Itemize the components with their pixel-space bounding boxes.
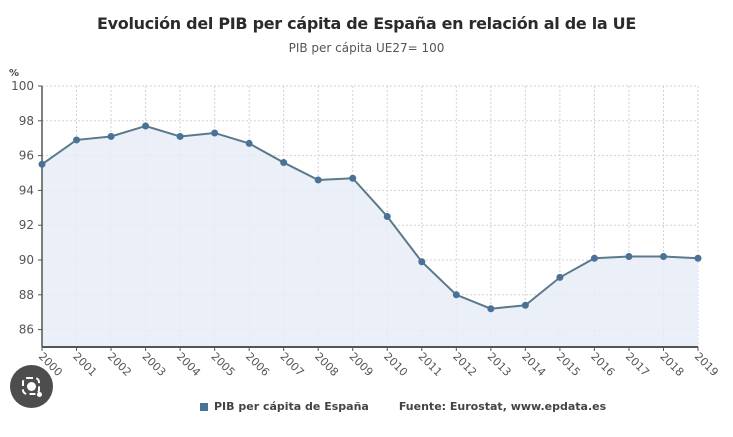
y-tick-label: 98	[19, 114, 34, 128]
x-tick-label: 2009	[347, 350, 376, 379]
data-point	[383, 213, 391, 220]
lens-icon-center	[27, 382, 36, 391]
x-tick-label: 2018	[657, 350, 686, 379]
data-point	[418, 258, 426, 266]
x-axis: 2000 2001 2002 2003 2004 2005 2006 2007 2008 2009…	[36, 346, 721, 379]
series-area	[42, 126, 698, 348]
y-axis: 86 88 90 92 94 96 98 100	[11, 79, 43, 347]
chart-subtitle: PIB per cápita UE27= 100	[288, 41, 445, 55]
data-point	[176, 132, 184, 140]
image-search-button[interactable]	[10, 365, 53, 408]
series-line	[41, 124, 699, 310]
y-tick-label: 92	[19, 218, 34, 232]
data-point	[556, 273, 564, 281]
data-point	[625, 253, 633, 261]
data-point	[487, 305, 495, 313]
data-point	[349, 174, 357, 182]
data-point	[38, 160, 46, 168]
x-tick-label: 2001	[70, 350, 99, 379]
y-tick-label: 96	[19, 149, 34, 163]
data-point	[211, 129, 219, 137]
x-tick-label: 2017	[623, 350, 652, 379]
source-note: Fuente: Eurostat, www.epdata.es	[398, 400, 607, 413]
y-tick-label: 86	[19, 323, 34, 337]
data-point	[73, 136, 81, 144]
x-tick-label: 2005	[209, 350, 238, 379]
legend-label: PIB per cápita de España	[214, 400, 369, 413]
x-tick-label: 2011	[416, 350, 445, 379]
data-point	[694, 254, 702, 262]
data-point	[590, 254, 598, 262]
data-point	[280, 159, 288, 167]
y-axis-label: %	[9, 68, 19, 79]
series-points	[38, 122, 702, 313]
x-tick-label: 2008	[312, 350, 341, 379]
data-point	[521, 301, 529, 309]
x-tick-label: 2012	[450, 350, 479, 379]
y-tick-label: 94	[19, 183, 34, 197]
data-point	[107, 132, 115, 140]
data-point	[142, 122, 150, 130]
legend-swatch	[200, 402, 208, 411]
x-tick-label: 2003	[139, 350, 168, 379]
x-tick-label: 2006	[243, 350, 272, 379]
x-tick-label: 2019	[692, 350, 721, 379]
x-tick-label: 2016	[588, 350, 617, 379]
legend: PIB per cápita de España Fuente: Eurosta…	[200, 400, 606, 413]
data-point	[314, 176, 322, 184]
y-tick-label: 88	[19, 288, 34, 302]
lens-icon-dot	[37, 392, 42, 397]
x-tick-label: 2010	[381, 350, 410, 379]
lens-icon	[22, 377, 40, 395]
data-point	[452, 291, 460, 299]
y-tick-label: 90	[19, 253, 34, 267]
data-point	[245, 139, 253, 147]
x-tick-label: 2007	[278, 350, 307, 379]
x-tick-label: 2015	[554, 350, 583, 379]
x-tick-label: 2013	[485, 350, 514, 379]
data-point	[659, 253, 667, 261]
x-tick-label: 2004	[174, 350, 203, 379]
x-tick-label: 2002	[105, 350, 134, 379]
y-tick-label: 100	[11, 79, 34, 93]
x-tick-label: 2014	[519, 350, 548, 379]
chart-title: Evolución del PIB per cápita de España e…	[97, 14, 636, 33]
